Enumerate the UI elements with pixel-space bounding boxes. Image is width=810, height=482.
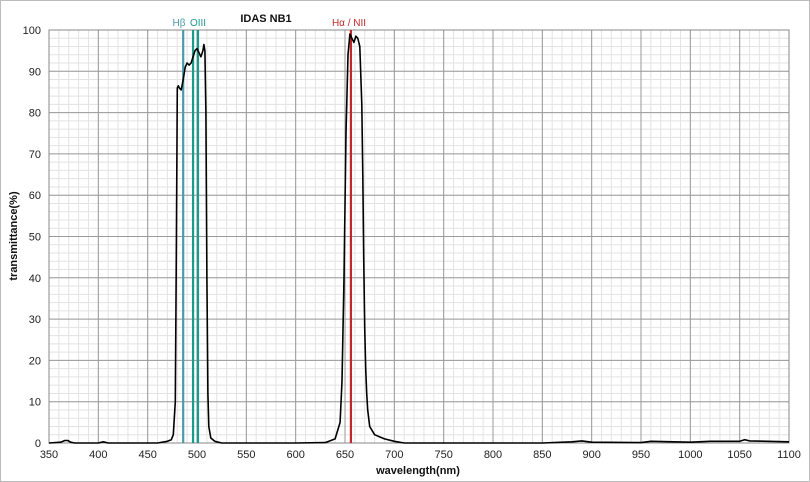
reference-line-label: Hβ <box>173 18 186 29</box>
y-tick-label: 40 <box>29 273 41 285</box>
x-tick-label: 450 <box>138 449 156 461</box>
x-axis-label: wavelength(nm) <box>375 465 460 477</box>
series-group <box>48 33 790 444</box>
reference-line-label: Hα / NII <box>332 18 366 29</box>
x-tick-label: 500 <box>188 449 206 461</box>
major-grid <box>48 29 790 444</box>
x-tick-label: 350 <box>40 449 58 461</box>
x-tick-label: 600 <box>286 449 304 461</box>
x-tick-label: 750 <box>434 449 452 461</box>
x-tick-label: 700 <box>385 449 403 461</box>
y-tick-label: 10 <box>29 397 41 409</box>
chart-title: IDAS NB1 <box>240 13 291 25</box>
y-tick-labels: 0 10 20 30 40 50 60 70 80 90 100 <box>23 25 41 450</box>
x-tick-label: 1100 <box>777 449 801 461</box>
reference-lines: Hβ OIII Hα / NII <box>173 18 366 443</box>
y-axis-label: transmittance(%) <box>8 191 20 281</box>
y-tick-label: 20 <box>29 355 41 367</box>
y-tick-label: 100 <box>23 25 41 37</box>
y-tick-label: 60 <box>29 190 41 202</box>
y-tick-label: 80 <box>29 108 41 120</box>
y-tick-label: 30 <box>29 314 41 326</box>
x-tick-label: 900 <box>582 449 600 461</box>
x-tick-label: 850 <box>533 449 551 461</box>
x-tick-label: 1000 <box>678 449 702 461</box>
x-tick-label: 1050 <box>727 449 751 461</box>
x-tick-label: 800 <box>484 449 502 461</box>
y-tick-label: 50 <box>29 232 41 244</box>
x-tick-label: 400 <box>89 449 107 461</box>
reference-line-label: OIII <box>190 18 206 29</box>
x-tick-label: 950 <box>632 449 650 461</box>
y-tick-label: 0 <box>35 438 41 450</box>
x-tick-label: 650 <box>336 449 354 461</box>
y-tick-label: 70 <box>29 149 41 161</box>
y-tick-label: 90 <box>29 66 41 78</box>
x-tick-label: 550 <box>237 449 255 461</box>
x-tick-labels: 350 400 450 500 550 600 650 700 750 800 850 900 950 1… <box>40 449 801 461</box>
transmittance-series-line <box>48 33 790 444</box>
